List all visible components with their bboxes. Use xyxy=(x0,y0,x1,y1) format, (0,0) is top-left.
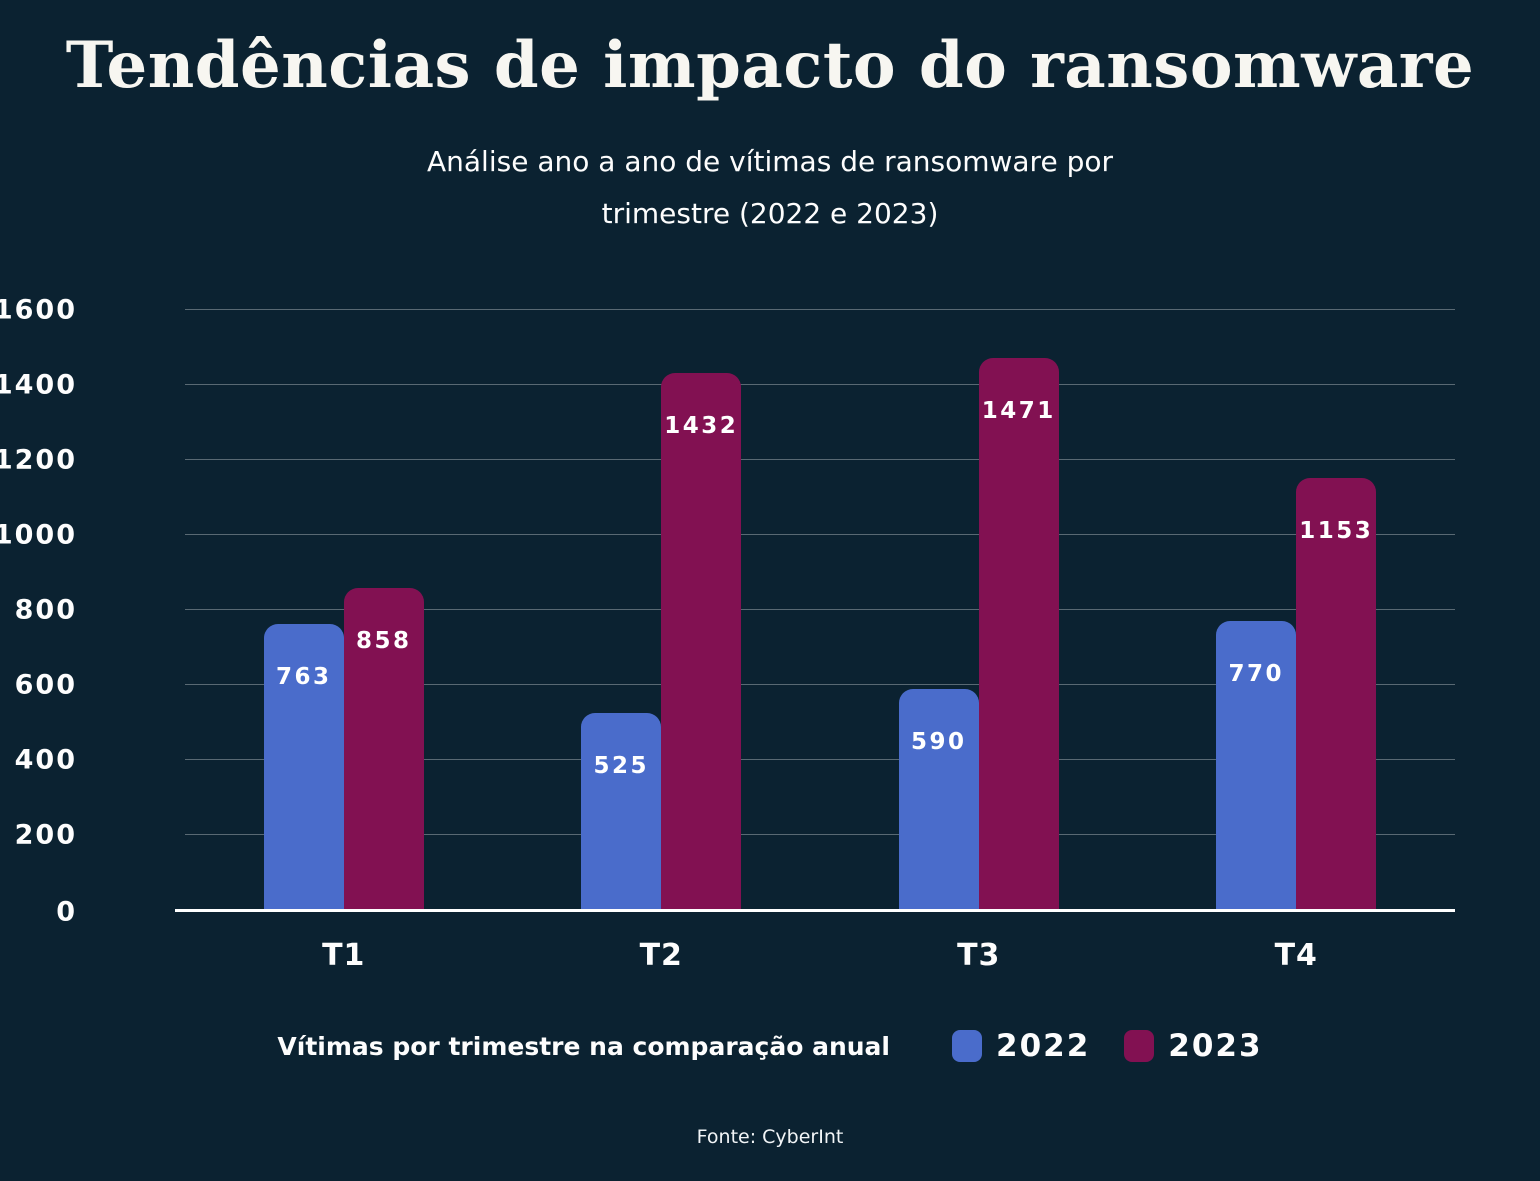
legend-item-2022: 2022 xyxy=(952,1028,1090,1064)
bar-2023-T2: 1432 xyxy=(661,373,742,910)
y-tick-label-0: 0 xyxy=(56,896,77,928)
legend-swatch-2022 xyxy=(952,1030,982,1062)
bar-value-2022-T2: 525 xyxy=(593,753,649,780)
legend-swatch-2023 xyxy=(1124,1030,1155,1062)
chart-subtitle: Análise ano a ano de vítimas de ransomwa… xyxy=(0,136,1540,240)
y-tick-label-1200: 1200 xyxy=(0,444,77,476)
source-note: Fonte: CyberInt xyxy=(696,1126,844,1148)
x-axis-line xyxy=(175,908,1455,912)
y-tick-label-400: 400 xyxy=(14,744,77,776)
gridline-600 xyxy=(185,683,1455,685)
y-tick-label-1600: 1600 xyxy=(0,294,77,326)
bar-value-2023-T4: 1153 xyxy=(1299,517,1374,544)
subtitle-line-1: Análise ano a ano de vítimas de ransomwa… xyxy=(427,145,1113,178)
y-tick-label-1000: 1000 xyxy=(0,519,77,551)
bar-value-2023-T1: 858 xyxy=(355,628,412,655)
page-title: Tendências de impacto do ransomware xyxy=(65,28,1475,103)
bar-value-2023-T3: 1471 xyxy=(981,398,1056,425)
gridline-1400 xyxy=(185,383,1455,385)
bar-2022-T4: 770 xyxy=(1216,621,1297,910)
gridline-1200 xyxy=(185,458,1455,460)
y-tick-label-1400: 1400 xyxy=(0,369,77,401)
plot-area: 0 200 400 600 800 1000 1200 1400 1600 763 858 525 14… xyxy=(0,295,1455,928)
bar-value-2022-T4: 770 xyxy=(1228,661,1284,688)
y-tick-label-800: 800 xyxy=(14,594,77,626)
x-tick-label-T2: T2 xyxy=(639,938,683,973)
legend-title: Vítimas por trimestre na comparação anua… xyxy=(277,1031,890,1061)
bar-2023-T4: 1153 xyxy=(1296,477,1377,910)
y-tick-label-600: 600 xyxy=(14,669,77,701)
gridline-200 xyxy=(185,833,1455,835)
bar-2022-T3: 590 xyxy=(898,688,979,910)
bar-value-2022-T1: 763 xyxy=(275,663,332,690)
legend-year-2023: 2023 xyxy=(1168,1028,1263,1064)
bar-value-2023-T2: 1432 xyxy=(664,413,739,439)
legend-year-2022: 2022 xyxy=(996,1028,1091,1064)
bar-2022-T2: 525 xyxy=(581,713,662,910)
x-tick-label-T3: T3 xyxy=(957,938,1001,973)
gridline-800 xyxy=(185,608,1455,610)
bar-2023-T3: 1471 xyxy=(978,358,1059,910)
x-tick-label-T1: T1 xyxy=(322,938,366,973)
subtitle-line-2: trimestre (2022 e 2023) xyxy=(601,197,939,230)
gridline-400 xyxy=(185,758,1455,760)
bar-2023-T1: 858 xyxy=(343,588,424,910)
x-tick-label-T4: T4 xyxy=(1274,938,1318,973)
y-tick-label-200: 200 xyxy=(14,819,77,851)
legend-item-2023: 2023 xyxy=(1124,1028,1262,1064)
bar-value-2022-T3: 590 xyxy=(910,728,967,755)
bar-2022-T1: 763 xyxy=(263,623,344,910)
gridline-1000 xyxy=(185,533,1455,535)
gridline-1600 xyxy=(185,308,1455,310)
legend: Vítimas por trimestre na comparação anua… xyxy=(0,1018,1540,1074)
